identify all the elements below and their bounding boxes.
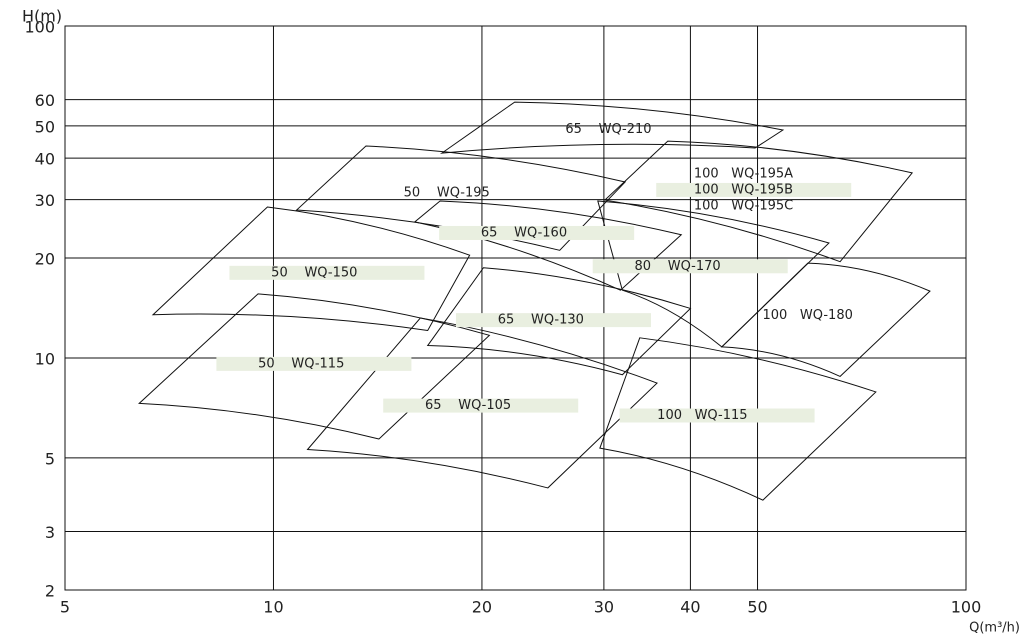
region-model: WQ-115 (291, 356, 344, 371)
y-tick-label: 50 (35, 117, 55, 136)
region-size: 80 (634, 259, 651, 274)
label-highlight (216, 356, 412, 371)
region-outline (306, 317, 658, 489)
x-tick-label: 100 (951, 598, 982, 617)
x-tick-label: 20 (472, 598, 492, 617)
region-model: WQ-195C (731, 198, 793, 213)
region-outline (439, 101, 785, 154)
region-model: WQ-150 (304, 265, 357, 280)
region-model: WQ-115 (695, 408, 748, 423)
label-highlight (656, 182, 852, 197)
label-highlight (619, 408, 815, 423)
region-model: WQ-210 (599, 122, 652, 137)
y-tick-label: 2 (45, 582, 55, 601)
region-model: WQ-130 (531, 313, 584, 328)
region-outline (295, 145, 627, 251)
region-model: WQ-160 (514, 225, 567, 240)
label-highlight (229, 265, 425, 280)
y-tick-label: 3 (45, 523, 55, 542)
label-highlight (439, 225, 635, 240)
region-size: 50 (258, 356, 275, 371)
y-tick-label: 30 (35, 191, 55, 210)
region-outline (413, 200, 683, 291)
region-outline (151, 206, 471, 332)
region-model: WQ-105 (458, 398, 511, 413)
regions (138, 101, 931, 501)
y-tick-label: 10 (35, 349, 55, 368)
region-model: WQ-195B (731, 182, 793, 197)
x-tick-label: 30 (594, 598, 614, 617)
region-size: 65 (498, 313, 515, 328)
region-outline (426, 267, 692, 376)
region-model: WQ-195 (437, 186, 490, 201)
region-model: WQ-170 (668, 259, 721, 274)
region-size: 100 (694, 198, 719, 213)
region-labels: 65 WQ-210 50 WQ-195 100 WQ-195A 100 WQ-195B 100 W… (216, 122, 853, 423)
x-tick-label: 5 (60, 598, 70, 617)
region-size: 100 (657, 408, 682, 423)
x-tick-label: 10 (263, 598, 283, 617)
region-size: 100 (763, 308, 788, 323)
region-model: WQ-180 (800, 308, 853, 323)
region-size: 100 (694, 166, 719, 181)
y-tick-label: 5 (45, 449, 55, 468)
region-outline (720, 262, 931, 377)
region-outline (603, 140, 914, 263)
region-size: 50 (404, 186, 421, 201)
label-highlight (455, 313, 651, 328)
x-tick-label: 50 (747, 598, 767, 617)
y-tick-label: 20 (35, 250, 55, 269)
region-size: 65 (565, 122, 582, 137)
y-axis-label: H(m) (22, 7, 62, 26)
region-outline (599, 337, 877, 501)
region-outline (138, 293, 491, 440)
region-size: 65 (481, 225, 498, 240)
x-axis-label: Q(m³/h) (969, 621, 1020, 636)
label-highlight (383, 398, 579, 413)
label-highlight (592, 259, 788, 274)
y-tick-label: 100 (24, 18, 55, 37)
region-model: WQ-195A (731, 166, 793, 181)
region-size: 50 (271, 265, 288, 280)
region-size: 100 (694, 182, 719, 197)
region-outline (597, 200, 830, 348)
region-size: 65 (425, 398, 442, 413)
y-tick-label: 40 (35, 150, 55, 169)
x-tick-label: 40 (680, 598, 700, 617)
y-tick-label: 60 (35, 91, 55, 110)
